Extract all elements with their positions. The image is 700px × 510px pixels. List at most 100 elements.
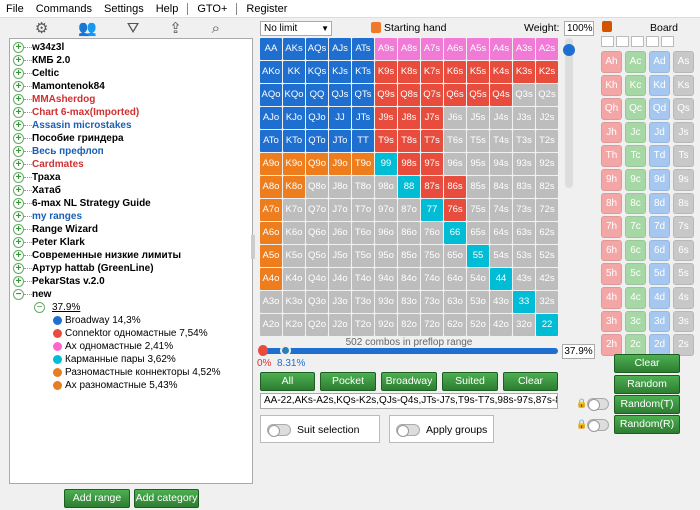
percent-slider-low-knob[interactable] (258, 345, 268, 356)
hand-cell[interactable]: 33 (513, 291, 535, 313)
hand-cell[interactable]: KJo (283, 107, 305, 129)
board-slot[interactable] (646, 36, 659, 47)
hand-cell[interactable]: 65o (444, 245, 466, 267)
hand-cell[interactable]: K4s (490, 61, 512, 83)
tree-item[interactable]: + Celtic (10, 67, 252, 80)
weight-input[interactable]: 100% (564, 21, 594, 36)
hand-cell[interactable]: 74s (490, 199, 512, 221)
limit-select[interactable]: No limit ▼ (260, 21, 332, 36)
expand-toggle-icon[interactable]: + (13, 263, 24, 274)
tree-item[interactable]: + Артур hattab (GreenLine) (10, 262, 252, 275)
hand-cell[interactable]: A7o (260, 199, 282, 221)
hand-cell[interactable]: J5o (329, 245, 351, 267)
hand-cell[interactable]: A4s (490, 38, 512, 60)
hand-cell[interactable]: Q3s (513, 84, 535, 106)
random-t-toggle[interactable] (587, 398, 609, 411)
hand-cell[interactable]: A6s (444, 38, 466, 60)
tree-item[interactable]: − new (10, 288, 252, 301)
hand-cell[interactable]: AQs (306, 38, 328, 60)
hand-cell[interactable]: A9s (375, 38, 397, 60)
board-slot[interactable] (631, 36, 644, 47)
hand-cell[interactable]: KQo (283, 84, 305, 106)
hand-cell[interactable]: K5o (283, 245, 305, 267)
hand-cell[interactable]: 74o (421, 268, 443, 290)
board-card[interactable]: 3h (601, 310, 622, 333)
hand-cell[interactable]: 54o (467, 268, 489, 290)
hand-cell[interactable]: Q8o (306, 176, 328, 198)
hand-cell[interactable]: 95o (375, 245, 397, 267)
hand-cell[interactable]: 62s (536, 222, 558, 244)
hand-cell[interactable]: A9o (260, 153, 282, 175)
hand-cell[interactable]: J2o (329, 314, 351, 336)
hand-cell[interactable]: J6o (329, 222, 351, 244)
hand-cell[interactable]: Q7o (306, 199, 328, 221)
hand-cell[interactable]: Q4o (306, 268, 328, 290)
board-card[interactable]: 3c (625, 310, 646, 333)
expand-toggle-icon[interactable]: + (13, 68, 24, 79)
hand-cell[interactable]: 52o (467, 314, 489, 336)
board-card[interactable]: 9h (601, 168, 622, 191)
hand-cell[interactable]: K7s (421, 61, 443, 83)
board-card[interactable]: 8s (673, 192, 694, 215)
tree-item[interactable]: +6-max NL Strategy Guide (10, 197, 252, 210)
hand-cell[interactable]: K9s (375, 61, 397, 83)
hand-cell[interactable]: 93o (375, 291, 397, 313)
hand-cell[interactable]: KK (283, 61, 305, 83)
hand-cell[interactable]: 97s (421, 153, 443, 175)
hand-cell[interactable]: T7s (421, 130, 443, 152)
range-text-field[interactable]: AA-22,AKs-A2s,KQs-K2s,QJs-Q4s,JTs-J7s,T9… (260, 393, 558, 409)
board-card[interactable]: 6c (625, 239, 646, 262)
hand-cell[interactable]: T6s (444, 130, 466, 152)
export-icon[interactable]: ⇪ (169, 20, 182, 37)
broadway-button[interactable]: Broadway (381, 372, 437, 391)
hand-cell[interactable]: 43o (490, 291, 512, 313)
toggle-switch[interactable] (396, 424, 420, 437)
board-card[interactable]: 4d (649, 286, 670, 309)
hand-cell[interactable]: 82o (398, 314, 420, 336)
tree-item[interactable]: + Peter Klark (10, 236, 252, 249)
hand-cell[interactable]: JJ (329, 107, 351, 129)
hand-cell[interactable]: T2o (352, 314, 374, 336)
collapse-toggle-icon[interactable]: − (34, 302, 45, 313)
hand-cell[interactable]: J9s (375, 107, 397, 129)
hand-cell[interactable]: J4s (490, 107, 512, 129)
pocket-button[interactable]: Pocket (320, 372, 376, 391)
hand-cell[interactable]: A7s (421, 38, 443, 60)
board-slot[interactable] (601, 36, 614, 47)
range-group-item[interactable]: Ax разномастные 5,43% (10, 379, 252, 392)
expand-toggle-icon[interactable]: + (13, 107, 24, 118)
hand-cell[interactable]: QJo (306, 107, 328, 129)
hand-cell[interactable]: 75o (421, 245, 443, 267)
hand-cell[interactable]: 72o (421, 314, 443, 336)
hand-cell[interactable]: Q9s (375, 84, 397, 106)
expand-toggle-icon[interactable]: + (13, 185, 24, 196)
hand-cell[interactable]: 64o (444, 268, 466, 290)
hand-cell[interactable]: 63s (513, 222, 535, 244)
board-slot[interactable] (616, 36, 629, 47)
hand-cell[interactable]: 83o (398, 291, 420, 313)
hand-cell[interactable]: A5o (260, 245, 282, 267)
tree-item[interactable]: + Cardmates (10, 158, 252, 171)
board-card[interactable]: 9c (625, 168, 646, 191)
board-card[interactable]: Ks (673, 74, 694, 97)
board-clear-button[interactable]: Clear (614, 354, 680, 373)
tree-item[interactable]: + Mamontenok84 (10, 80, 252, 93)
hand-cell[interactable]: A4o (260, 268, 282, 290)
hand-cell[interactable]: 63o (444, 291, 466, 313)
hand-cell[interactable]: K3s (513, 61, 535, 83)
tree-item[interactable]: + my ranges (10, 210, 252, 223)
search-icon[interactable]: ⌕ (211, 20, 221, 37)
expand-toggle-icon[interactable]: + (13, 276, 24, 287)
expand-toggle-icon[interactable]: + (13, 55, 24, 66)
hand-cell[interactable]: J9o (329, 153, 351, 175)
hand-cell[interactable]: K8o (283, 176, 305, 198)
hand-cell[interactable]: 32s (536, 291, 558, 313)
hand-cell[interactable]: T8s (398, 130, 420, 152)
expand-toggle-icon[interactable]: + (13, 211, 24, 222)
hand-cell[interactable]: Q2s (536, 84, 558, 106)
hand-cell[interactable]: Q7s (421, 84, 443, 106)
range-group-item[interactable]: Ax одномастные 2,41% (10, 340, 252, 353)
hand-cell[interactable]: Q3o (306, 291, 328, 313)
board-card[interactable]: 7c (625, 216, 646, 238)
hand-cell[interactable]: 88 (398, 176, 420, 198)
